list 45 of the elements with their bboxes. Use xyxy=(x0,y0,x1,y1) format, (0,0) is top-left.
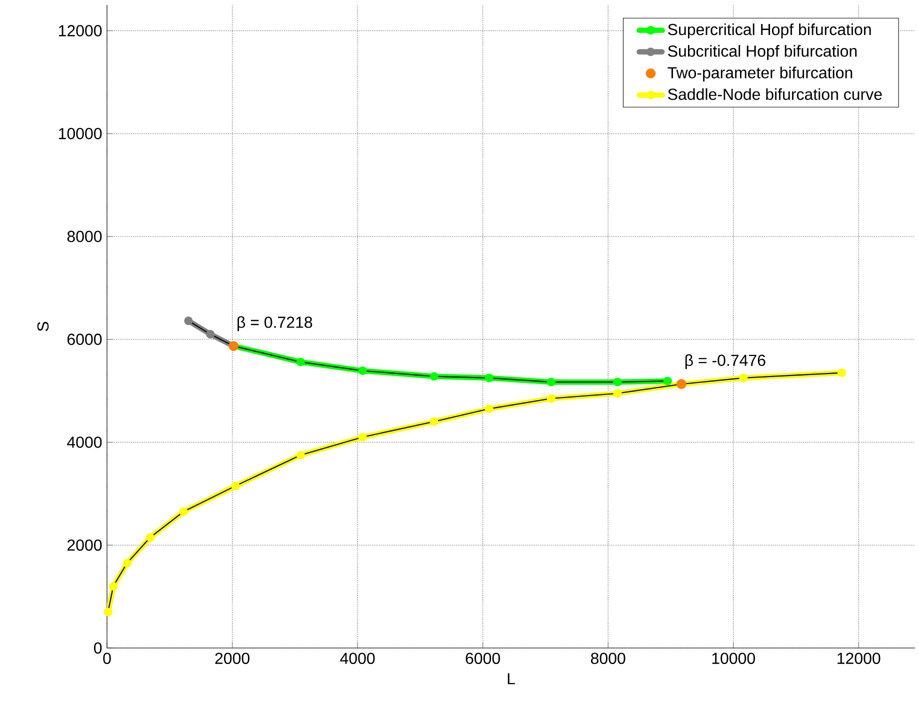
y-axis-title: S xyxy=(37,322,49,332)
point xyxy=(739,374,748,382)
point xyxy=(358,432,367,442)
x-axis-title: L xyxy=(508,673,515,684)
point xyxy=(546,394,556,403)
point xyxy=(430,417,438,426)
legend-label: Two-parameter bifurcation xyxy=(668,66,852,82)
y-tick-label: 8000 xyxy=(67,230,102,242)
point xyxy=(613,378,622,386)
y-tick-label: 10000 xyxy=(59,128,102,140)
annotation: β = -0.7476 xyxy=(685,354,766,370)
y-tick-label: 4000 xyxy=(67,436,102,448)
point xyxy=(296,450,305,460)
point xyxy=(430,372,438,381)
point xyxy=(206,330,215,338)
legend-label: Saddle-Node bifurcation curve xyxy=(668,88,882,100)
point xyxy=(179,507,188,516)
point xyxy=(484,374,494,382)
point xyxy=(104,608,112,616)
x-tick-label: 12000 xyxy=(838,652,880,664)
point xyxy=(184,316,193,326)
annotation: β = 0.7218 xyxy=(238,316,312,332)
x-tick-label: 8000 xyxy=(590,652,626,664)
y-tick-label: 12000 xyxy=(59,25,102,36)
point xyxy=(663,376,672,386)
point xyxy=(484,404,494,414)
point xyxy=(358,366,367,375)
point xyxy=(613,389,622,398)
x-tick-label: 0 xyxy=(103,652,111,664)
point xyxy=(296,358,305,366)
y-tick-label: 2000 xyxy=(67,539,102,551)
point xyxy=(546,378,556,386)
point xyxy=(108,582,118,591)
x-tick-label: 6000 xyxy=(466,652,500,664)
x-tick-label: 10000 xyxy=(712,652,755,664)
point xyxy=(146,533,154,542)
point xyxy=(837,368,846,378)
y-tick-label: 0 xyxy=(94,642,102,654)
x-tick-label: 2000 xyxy=(215,652,250,664)
point xyxy=(122,558,132,568)
y-tick-label: 6000 xyxy=(68,334,102,345)
legend-label: Supercritical Hopf bifurcation xyxy=(668,23,871,38)
legend-label: Subcritical Hopf bifurcation xyxy=(668,45,857,60)
x-tick-label: 4000 xyxy=(340,652,375,664)
point xyxy=(231,482,240,490)
